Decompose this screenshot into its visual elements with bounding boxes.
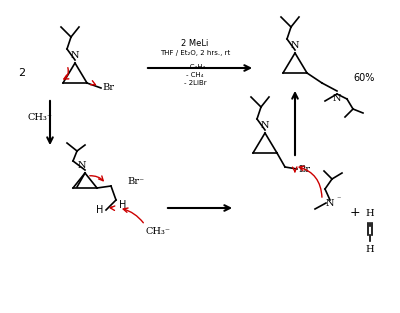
Text: N: N	[333, 94, 341, 103]
Text: N: N	[291, 41, 299, 50]
Text: - 2LiBr: - 2LiBr	[184, 80, 206, 86]
Text: +: +	[350, 207, 360, 219]
Text: THF / Et₂O, 2 hrs., rt: THF / Et₂O, 2 hrs., rt	[160, 50, 230, 56]
Text: N: N	[261, 121, 269, 130]
Text: 60%: 60%	[354, 73, 375, 83]
Text: CH₃⁻: CH₃⁻	[28, 114, 53, 122]
Text: Br: Br	[102, 84, 114, 93]
Text: 2 MeLi: 2 MeLi	[181, 39, 209, 48]
Text: - C₂H₂: - C₂H₂	[185, 64, 205, 70]
Text: N: N	[78, 161, 86, 170]
Text: ⁻: ⁻	[336, 194, 340, 203]
Text: Br: Br	[298, 165, 310, 173]
Text: H: H	[119, 200, 126, 210]
Text: 2: 2	[18, 68, 25, 78]
Text: H: H	[366, 208, 374, 218]
Text: Br⁻: Br⁻	[127, 177, 144, 186]
Text: - CH₄: - CH₄	[186, 72, 204, 78]
Text: H: H	[96, 205, 103, 215]
Text: H: H	[366, 245, 374, 254]
Text: CH₃⁻: CH₃⁻	[145, 227, 170, 235]
Text: N: N	[326, 198, 334, 208]
Text: N: N	[71, 51, 79, 60]
